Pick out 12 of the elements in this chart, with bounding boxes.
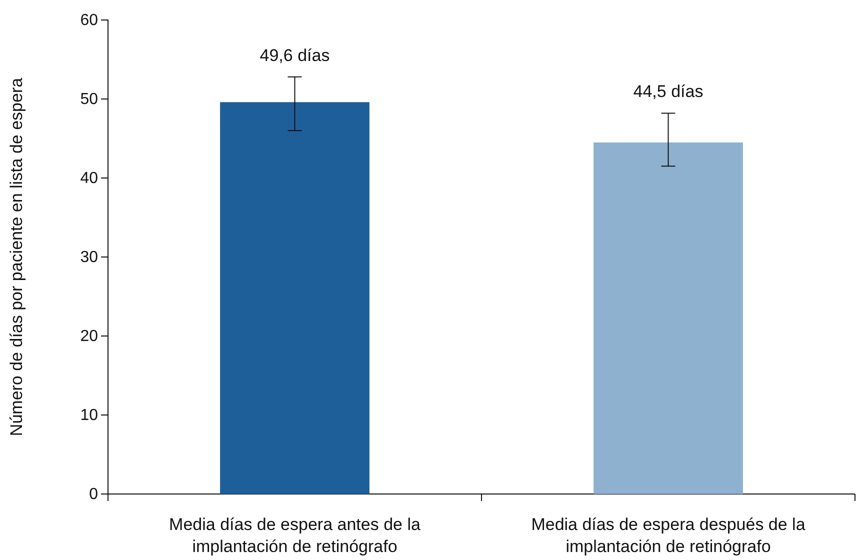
- y-tick-label: 50: [80, 91, 98, 108]
- x-tick-label: Media días de espera después de la implantación de retinógrafo: [531, 515, 806, 556]
- y-tick-label: 0: [89, 486, 98, 504]
- x-tick-label: Media días de espera antes de la implantación de retinógrafo: [169, 515, 421, 556]
- data-label: 49,6 días: [260, 46, 330, 65]
- y-tick-label: 60: [80, 12, 98, 30]
- y-tick-label: 10: [80, 407, 98, 424]
- y-tick-label: 40: [80, 170, 98, 188]
- y-tick-label: 20: [80, 328, 98, 346]
- y-axis-title: Número de días por paciente en lista de espera: [7, 77, 26, 436]
- data-label: 44,5 días: [633, 82, 704, 102]
- y-tick-label: 30: [80, 249, 98, 266]
